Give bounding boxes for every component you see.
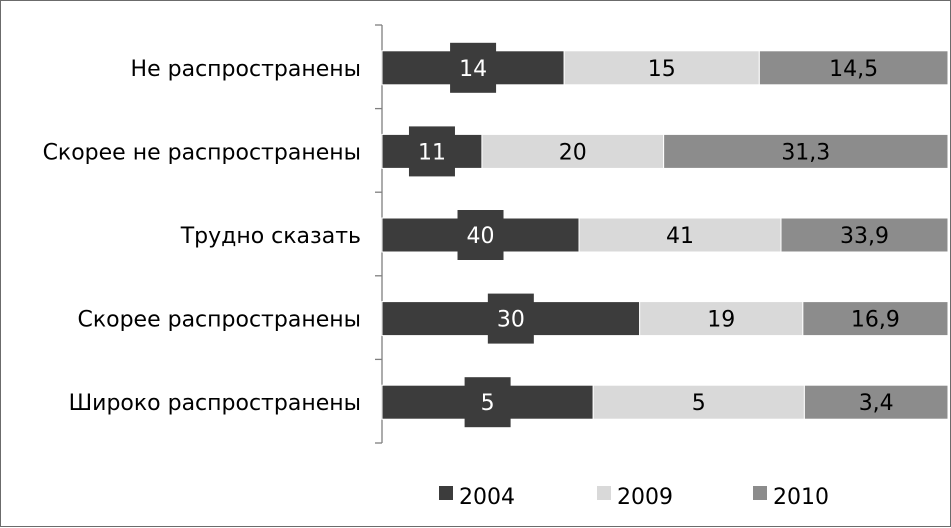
value-badge: [408, 126, 455, 177]
bar-segment-2009: [563, 50, 760, 86]
legend-label: 2010: [773, 485, 829, 510]
category-label: Скорее не распространены: [43, 140, 361, 165]
legend-swatch-2009: [597, 486, 611, 500]
legend-swatch-2004: [439, 486, 453, 500]
value-label: 15: [648, 57, 676, 82]
bar-segment-2010: [780, 217, 949, 253]
value-label: 30: [497, 308, 525, 333]
value-label: 16,9: [851, 308, 900, 333]
category-label: Скорее распространены: [77, 308, 361, 333]
value-badge: [464, 377, 511, 428]
category-label: Широко распространены: [69, 391, 361, 416]
bar-segment-2009: [578, 217, 782, 253]
bars: 14 15 14,5 11 20 31,3 40 41 33,9 30 19 16,9 5 5 3,4: [381, 42, 949, 428]
value-label: 19: [707, 308, 735, 333]
legend-label: 2009: [617, 485, 673, 510]
value-badge: [450, 42, 497, 93]
value-label: 40: [467, 224, 495, 249]
value-label: 14: [459, 57, 487, 82]
value-badge: [457, 210, 504, 260]
value-label: 14,5: [829, 57, 878, 82]
value-label: 20: [559, 140, 587, 165]
category-axis: [375, 24, 383, 444]
bar-segment-2010: [663, 133, 949, 169]
value-label: 3,4: [859, 391, 894, 416]
category-label: Не распространены: [131, 57, 361, 82]
bar-segment-2010: [802, 301, 949, 337]
legend-swatch-2010: [753, 486, 767, 500]
category-label: Трудно сказать: [180, 224, 361, 249]
value-label: 31,3: [781, 140, 830, 165]
value-label: 11: [418, 140, 446, 165]
legend: 2004 2009 2010: [439, 485, 829, 510]
bar-segment-2009: [481, 133, 665, 169]
value-badge: [487, 293, 534, 344]
value-label: 33,9: [840, 224, 889, 249]
category-labels: Не распространены Скорее не распространен…: [43, 57, 361, 416]
bar-segment-2009: [592, 384, 805, 420]
bar-segment-2009: [639, 301, 804, 337]
value-label: 5: [481, 391, 495, 416]
bar-segment-2010: [803, 384, 949, 420]
legend-label: 2004: [459, 485, 515, 510]
value-label: 41: [666, 224, 694, 249]
bar-segment-2010: [758, 50, 949, 86]
value-label: 5: [692, 391, 706, 416]
